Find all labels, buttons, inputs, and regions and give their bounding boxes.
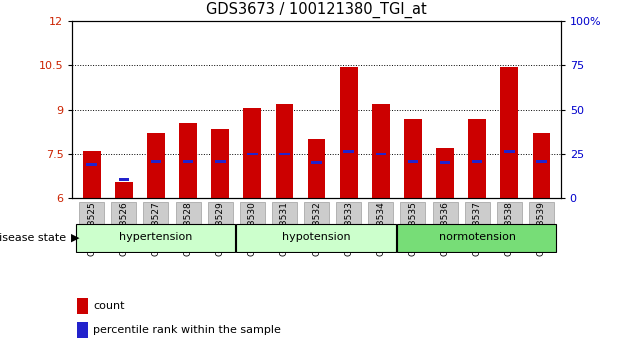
- FancyBboxPatch shape: [336, 201, 361, 250]
- FancyBboxPatch shape: [397, 224, 556, 252]
- Bar: [247, 153, 258, 155]
- Bar: [151, 160, 161, 163]
- FancyBboxPatch shape: [76, 224, 235, 252]
- Text: GSM493539: GSM493539: [537, 201, 546, 256]
- Text: GSM493535: GSM493535: [408, 201, 418, 256]
- Bar: [343, 150, 354, 153]
- FancyBboxPatch shape: [112, 201, 136, 250]
- FancyBboxPatch shape: [272, 201, 297, 250]
- FancyBboxPatch shape: [401, 201, 425, 250]
- Bar: [215, 160, 226, 163]
- Bar: [504, 150, 515, 153]
- Bar: [375, 153, 386, 155]
- Text: GSM493529: GSM493529: [215, 201, 225, 256]
- FancyBboxPatch shape: [240, 201, 265, 250]
- Bar: [83, 151, 101, 198]
- FancyBboxPatch shape: [79, 201, 104, 250]
- Text: normotension: normotension: [438, 233, 516, 242]
- Text: GSM493534: GSM493534: [376, 201, 386, 256]
- Bar: [275, 104, 294, 198]
- FancyBboxPatch shape: [144, 201, 168, 250]
- Bar: [118, 178, 129, 181]
- FancyBboxPatch shape: [433, 201, 457, 250]
- Text: GSM493533: GSM493533: [344, 201, 353, 256]
- FancyBboxPatch shape: [208, 201, 232, 250]
- Text: GSM493530: GSM493530: [248, 201, 257, 256]
- Bar: [244, 108, 261, 198]
- FancyBboxPatch shape: [369, 201, 393, 250]
- FancyBboxPatch shape: [497, 201, 522, 250]
- FancyBboxPatch shape: [304, 201, 329, 250]
- Bar: [212, 129, 229, 198]
- Bar: [180, 123, 197, 198]
- Bar: [536, 160, 547, 163]
- Bar: [307, 139, 326, 198]
- FancyBboxPatch shape: [236, 224, 396, 252]
- Bar: [408, 160, 418, 163]
- Bar: [279, 153, 290, 155]
- Bar: [436, 148, 454, 198]
- Bar: [77, 322, 88, 338]
- Text: percentile rank within the sample: percentile rank within the sample: [93, 325, 281, 335]
- Text: disease state: disease state: [0, 233, 69, 243]
- Bar: [183, 160, 193, 163]
- FancyBboxPatch shape: [176, 201, 200, 250]
- Text: GSM493536: GSM493536: [440, 201, 450, 256]
- Text: GSM493527: GSM493527: [151, 201, 161, 256]
- Text: hypertension: hypertension: [119, 233, 193, 242]
- Bar: [500, 67, 518, 198]
- Text: GSM493531: GSM493531: [280, 201, 289, 256]
- Text: GSM493538: GSM493538: [505, 201, 514, 256]
- Title: GDS3673 / 100121380_TGI_at: GDS3673 / 100121380_TGI_at: [206, 2, 427, 18]
- Bar: [115, 182, 133, 198]
- FancyBboxPatch shape: [529, 201, 554, 250]
- Text: hypotension: hypotension: [282, 233, 351, 242]
- Bar: [440, 161, 450, 164]
- Bar: [532, 133, 550, 198]
- Text: GSM493532: GSM493532: [312, 201, 321, 256]
- FancyBboxPatch shape: [465, 201, 490, 250]
- Bar: [468, 119, 486, 198]
- Bar: [311, 161, 322, 164]
- Text: ▶: ▶: [71, 233, 79, 243]
- Text: GSM493528: GSM493528: [183, 201, 193, 256]
- Bar: [77, 298, 88, 314]
- Bar: [472, 160, 483, 163]
- Text: GSM493537: GSM493537: [472, 201, 482, 256]
- Bar: [86, 163, 97, 166]
- Bar: [404, 119, 421, 198]
- Bar: [340, 67, 358, 198]
- Bar: [372, 104, 389, 198]
- Text: GSM493526: GSM493526: [119, 201, 129, 256]
- Text: count: count: [93, 301, 125, 311]
- Text: GSM493525: GSM493525: [87, 201, 96, 256]
- Bar: [147, 133, 165, 198]
